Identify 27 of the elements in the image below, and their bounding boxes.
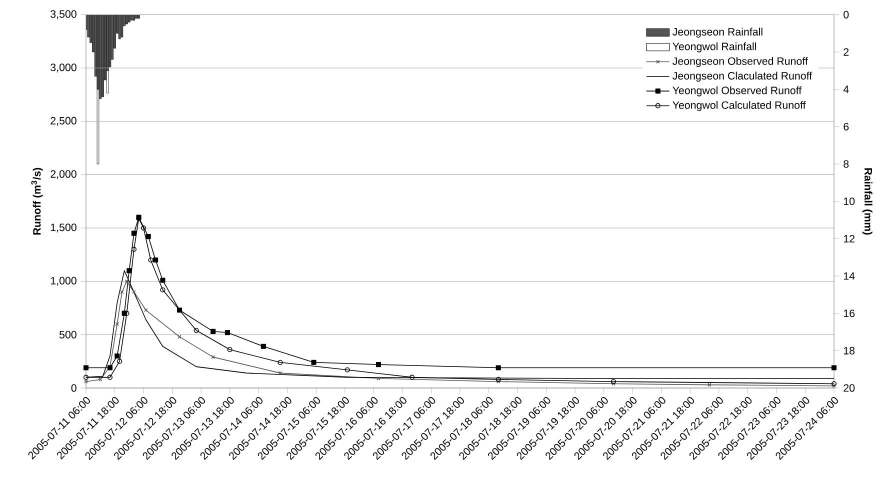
y2-tick-label: 10 [844, 198, 855, 206]
legend-label: Jeongseon Rainfall [672, 28, 762, 38]
y2-tick-label: 6 [844, 122, 849, 130]
y2-tick-label: 2 [844, 48, 849, 56]
y2-tick-label: 4 [843, 86, 849, 94]
legend-label: Yeongwol Calculated Runoff [672, 101, 806, 111]
legend-label: Yeongwol Observed Runoff [672, 86, 802, 96]
y-tick-label: 1,000 [50, 276, 76, 286]
legend-label: Jeongseon Observed Runoff [672, 57, 808, 68]
legend-label: Yeongwol Rainfall [672, 42, 756, 52]
y-tick-label: 0 [71, 384, 76, 392]
y2-tick-label: 12 [844, 234, 854, 242]
y2-tick-label: 0 [844, 10, 849, 18]
y-tick-label: 2,500 [50, 116, 76, 126]
y2-tick-label: 14 [844, 272, 855, 280]
y-tick-label: 1,500 [50, 224, 76, 232]
y-axis-title: Runoff (m$^{3}$/s) [31, 168, 43, 235]
legend-label: Jeongseon Claculated Runoff [672, 72, 812, 82]
y-tick-label: 500 [59, 330, 76, 338]
y-tick-label: 2,000 [50, 170, 76, 180]
y2-tick-label: 20 [844, 384, 855, 392]
y2-tick-label: 16 [844, 310, 855, 318]
y-tick-label: 3,000 [50, 64, 76, 72]
y-tick-label: 3,500 [50, 10, 76, 20]
y2-tick-label: 8 [844, 160, 849, 168]
y2-axis-title: Rainfall (mm) [862, 168, 872, 235]
y2-tick-label: 18 [844, 346, 855, 354]
